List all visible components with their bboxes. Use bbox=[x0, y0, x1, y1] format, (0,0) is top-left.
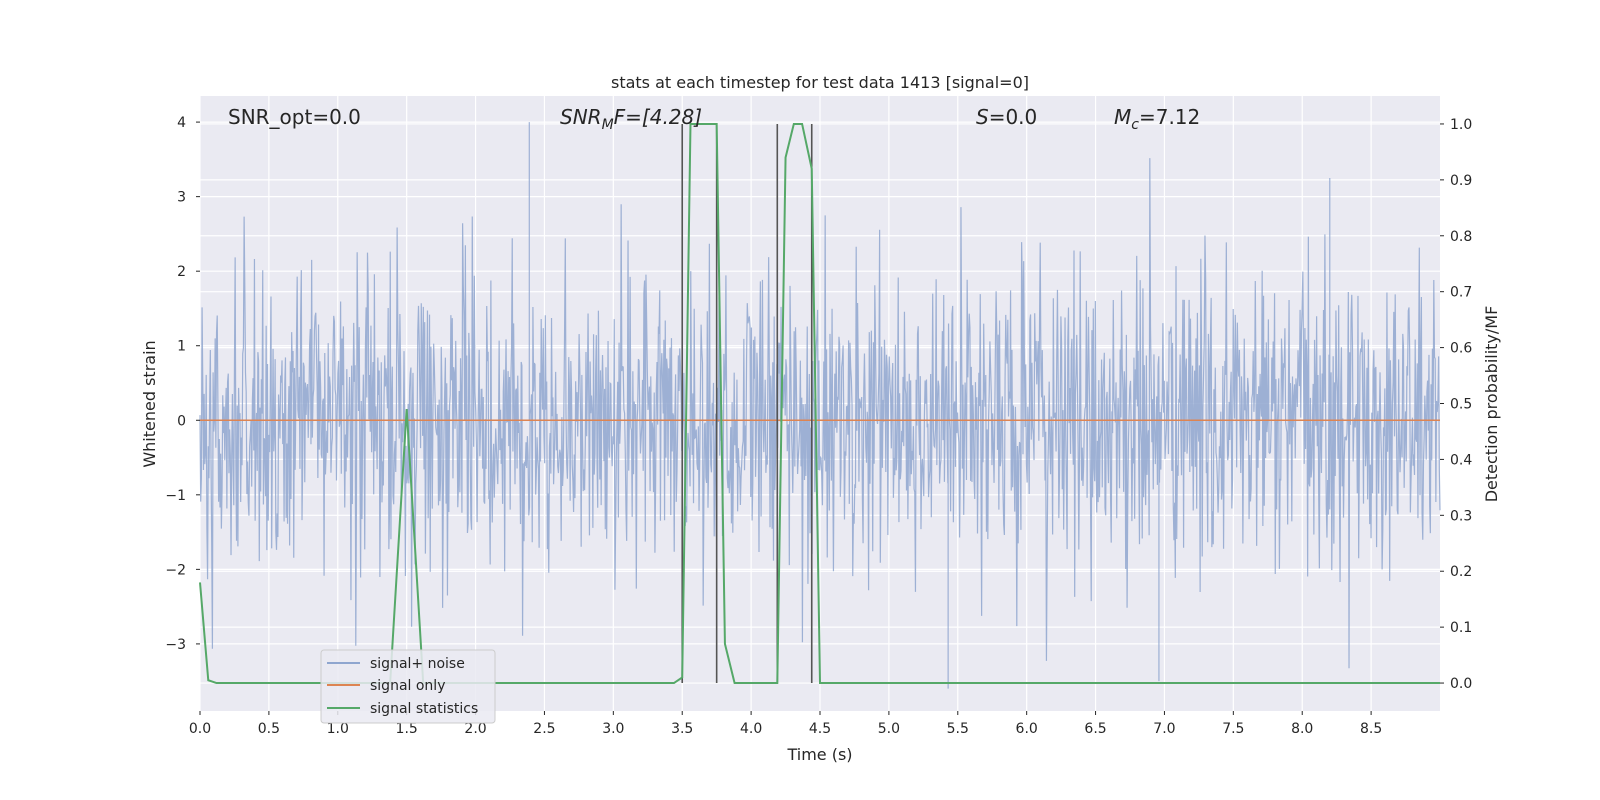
x-axis-ticks: 0.0 0.5 1.0 1.5 2.0 2.5 3.0 3.5 4.0 4.5 5.0 5.5 6.0 6… bbox=[189, 711, 1382, 737]
x-tick-label: 0.0 bbox=[189, 721, 211, 737]
signal-noise-series bbox=[199, 122, 1441, 689]
x-tick-label: 3.5 bbox=[671, 721, 693, 737]
y-tick-label-right: 0.7 bbox=[1450, 285, 1472, 301]
y-tick-label-left: −1 bbox=[165, 488, 186, 504]
legend-label-signal-noise: signal+ noise bbox=[370, 656, 465, 672]
x-axis-label: Time (s) bbox=[786, 745, 852, 764]
x-tick-label: 7.0 bbox=[1153, 721, 1175, 737]
y-tick-label-left: 3 bbox=[177, 190, 186, 206]
y-tick-label-left: 0 bbox=[177, 413, 186, 429]
legend-label-signal-statistics: signal statistics bbox=[370, 701, 478, 717]
y-tick-label-left: 1 bbox=[177, 339, 186, 355]
x-tick-label: 7.5 bbox=[1222, 721, 1244, 737]
signal-statistics-line bbox=[199, 122, 1440, 685]
x-tick-label: 5.0 bbox=[878, 721, 900, 737]
y-tick-label-right: 0.9 bbox=[1450, 173, 1472, 189]
x-tick-label: 2.5 bbox=[533, 721, 555, 737]
y-tick-label-right: 0.2 bbox=[1450, 564, 1472, 580]
y-tick-label-right: 0.5 bbox=[1450, 397, 1472, 413]
x-tick-label: 6.0 bbox=[1016, 721, 1038, 737]
y-tick-label-left: −3 bbox=[165, 637, 186, 653]
y-tick-label-right: 0.1 bbox=[1450, 620, 1472, 636]
signal-statistics-series bbox=[199, 122, 1440, 685]
annotation-mc: Mc=7.12 bbox=[1114, 105, 1200, 133]
x-tick-label: 1.5 bbox=[396, 721, 418, 737]
right-y-axis-ticks: 1.0 0.9 0.8 0.7 0.6 0.5 0.4 0.3 0.2 0.1 0.0 bbox=[1440, 117, 1472, 692]
x-tick-label: 5.5 bbox=[947, 721, 969, 737]
x-tick-label: 4.0 bbox=[740, 721, 762, 737]
x-tick-label: 0.5 bbox=[258, 721, 280, 737]
y-tick-label-right: 0.8 bbox=[1450, 229, 1472, 245]
y-tick-label-right: 0.3 bbox=[1450, 508, 1472, 524]
right-y-axis-label: Detection probability/MF bbox=[1482, 306, 1501, 503]
x-tick-label: 6.5 bbox=[1084, 721, 1106, 737]
signal-noise-line bbox=[199, 122, 1441, 689]
x-tick-label: 4.5 bbox=[809, 721, 831, 737]
left-y-axis-ticks: 4 3 2 1 0 −1 −2 −3 bbox=[165, 115, 200, 653]
y-tick-label-left: 4 bbox=[177, 115, 186, 131]
legend-box bbox=[320, 649, 496, 724]
annotation-s: S=0.0 bbox=[976, 105, 1037, 129]
x-tick-label: 8.0 bbox=[1291, 721, 1313, 737]
x-tick-label: 8.5 bbox=[1360, 721, 1382, 737]
legend: signal+ noise signal only signal statist… bbox=[320, 649, 496, 724]
annotation-snr-opt: SNR_opt=0.0 bbox=[228, 105, 361, 129]
chart-title: stats at each timestep for test data 141… bbox=[611, 73, 1029, 92]
y-tick-label-right: 0.4 bbox=[1450, 452, 1472, 468]
y-tick-label-left: −2 bbox=[165, 562, 186, 578]
y-tick-label-right: 1.0 bbox=[1450, 117, 1472, 133]
grid bbox=[199, 96, 1440, 711]
y-tick-label-left: 2 bbox=[177, 264, 186, 280]
legend-label-signal-only: signal only bbox=[370, 678, 445, 694]
left-y-axis-label: Whitened strain bbox=[140, 340, 159, 467]
y-tick-label-right: 0.6 bbox=[1450, 341, 1472, 357]
x-tick-label: 2.0 bbox=[464, 721, 486, 737]
y-tick-label-right: 0.0 bbox=[1450, 676, 1472, 692]
annotation-snr-mf: SNRMF=[4.28] bbox=[560, 105, 702, 133]
x-tick-label: 3.0 bbox=[602, 721, 624, 737]
x-tick-label: 1.0 bbox=[327, 721, 349, 737]
